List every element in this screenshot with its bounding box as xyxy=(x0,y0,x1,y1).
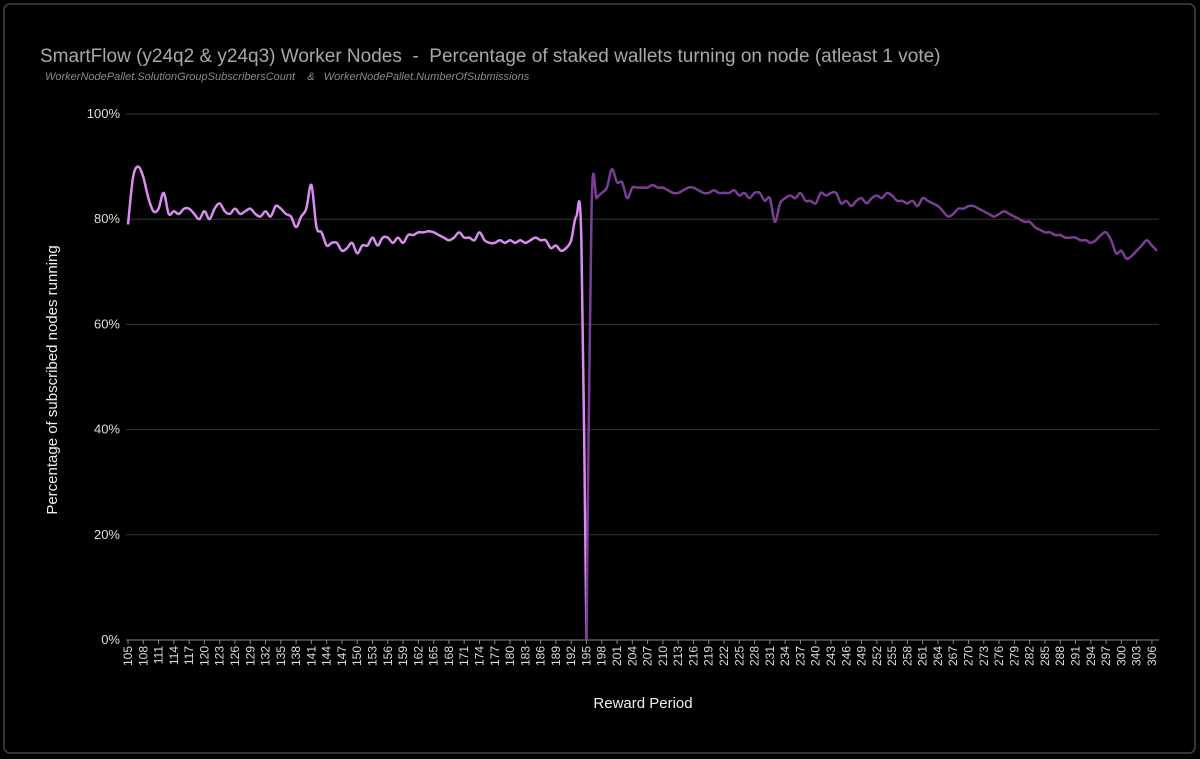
chart-title: SmartFlow (y24q2 & y24q3) Worker Nodes -… xyxy=(40,46,941,67)
x-tick-label: 255 xyxy=(885,646,899,666)
x-tick-label: 288 xyxy=(1053,646,1067,666)
x-tick-label: 135 xyxy=(274,646,288,666)
x-tick-label: 108 xyxy=(136,646,150,666)
x-tick-label: 192 xyxy=(564,646,578,666)
x-tick-label: 150 xyxy=(350,646,364,666)
y-tick-label: 60% xyxy=(94,316,120,331)
series-line xyxy=(126,165,588,641)
x-tick-label: 174 xyxy=(472,646,486,666)
y-axis-label: Percentage of subscribed nodes running xyxy=(44,245,61,514)
x-tick-label: 285 xyxy=(1038,646,1052,666)
x-tick-label: 270 xyxy=(962,646,976,666)
x-tick-label: 291 xyxy=(1068,646,1082,666)
x-tick-label: 234 xyxy=(778,646,792,666)
x-tick-label: 258 xyxy=(900,646,914,666)
x-tick-label: 228 xyxy=(748,646,762,666)
x-tick-label: 294 xyxy=(1084,646,1098,666)
x-tick-label: 213 xyxy=(671,646,685,666)
x-tick-label: 189 xyxy=(549,646,563,666)
x-tick-label: 177 xyxy=(488,646,502,666)
x-tick-label: 201 xyxy=(610,646,624,666)
x-tick-label: 222 xyxy=(717,646,731,666)
x-tick-label: 120 xyxy=(197,646,211,666)
y-tick-label: 20% xyxy=(94,527,120,542)
x-tick-label: 153 xyxy=(366,646,380,666)
x-tick-label: 168 xyxy=(442,646,456,666)
x-tick-label: 243 xyxy=(824,646,838,666)
x-tick-label: 132 xyxy=(259,646,273,666)
x-tick-label: 123 xyxy=(213,646,227,666)
x-tick-label: 198 xyxy=(595,646,609,666)
x-axis-label: Reward Period xyxy=(593,695,692,712)
chart-frame xyxy=(3,3,1196,754)
x-tick-label: 147 xyxy=(335,646,349,666)
x-tick-label: 156 xyxy=(381,646,395,666)
x-tick-label: 126 xyxy=(228,646,242,666)
x-tick-label: 180 xyxy=(503,646,517,666)
x-tick-label: 105 xyxy=(121,646,135,666)
x-tick-label: 279 xyxy=(1007,646,1021,666)
x-tick-label: 114 xyxy=(167,646,181,665)
x-tick-label: 261 xyxy=(916,646,930,666)
x-tick-label: 162 xyxy=(411,646,425,666)
x-tick-label: 300 xyxy=(1114,646,1128,666)
x-tick-label: 171 xyxy=(457,646,471,666)
y-tick-label: 80% xyxy=(94,211,120,226)
x-tick-label: 138 xyxy=(289,646,303,666)
x-tick-label: 264 xyxy=(931,646,945,666)
x-tick-label: 252 xyxy=(870,646,884,666)
series-line xyxy=(585,167,1158,641)
x-tick-label: 210 xyxy=(656,646,670,666)
x-tick-label: 204 xyxy=(625,646,639,666)
y-tick-label: 100% xyxy=(87,106,121,121)
y-tick-label: 0% xyxy=(101,632,120,647)
x-tick-label: 249 xyxy=(855,646,869,666)
x-tick-label: 183 xyxy=(518,646,532,666)
x-tick-label: 117 xyxy=(182,646,196,665)
x-tick-label: 231 xyxy=(763,646,777,666)
x-tick-label: 141 xyxy=(304,646,318,666)
x-tick-label: 186 xyxy=(534,646,548,666)
x-tick-label: 297 xyxy=(1099,646,1113,666)
chart-subtitle: WorkerNodePallet.SolutionGroupSubscriber… xyxy=(45,71,530,83)
x-tick-label: 165 xyxy=(427,646,441,666)
x-tick-label: 216 xyxy=(686,646,700,666)
x-tick-label: 237 xyxy=(793,646,807,666)
x-tick-label: 273 xyxy=(977,646,991,666)
x-tick-label: 111 xyxy=(152,646,166,665)
x-tick-label: 219 xyxy=(702,646,716,666)
x-tick-label: 303 xyxy=(1130,646,1144,666)
x-tick-label: 267 xyxy=(946,646,960,666)
x-tick-label: 282 xyxy=(1023,646,1037,666)
x-tick-label: 246 xyxy=(839,646,853,666)
x-tick-label: 240 xyxy=(809,646,823,666)
y-tick-label: 40% xyxy=(94,422,120,437)
x-tick-label: 225 xyxy=(732,646,746,666)
x-tick-label: 129 xyxy=(243,646,257,666)
x-tick-label: 159 xyxy=(396,646,410,666)
x-tick-label: 195 xyxy=(579,646,593,666)
x-tick-label: 207 xyxy=(641,646,655,666)
x-tick-label: 144 xyxy=(320,646,334,666)
x-tick-label: 306 xyxy=(1145,646,1159,666)
x-tick-label: 276 xyxy=(992,646,1006,666)
